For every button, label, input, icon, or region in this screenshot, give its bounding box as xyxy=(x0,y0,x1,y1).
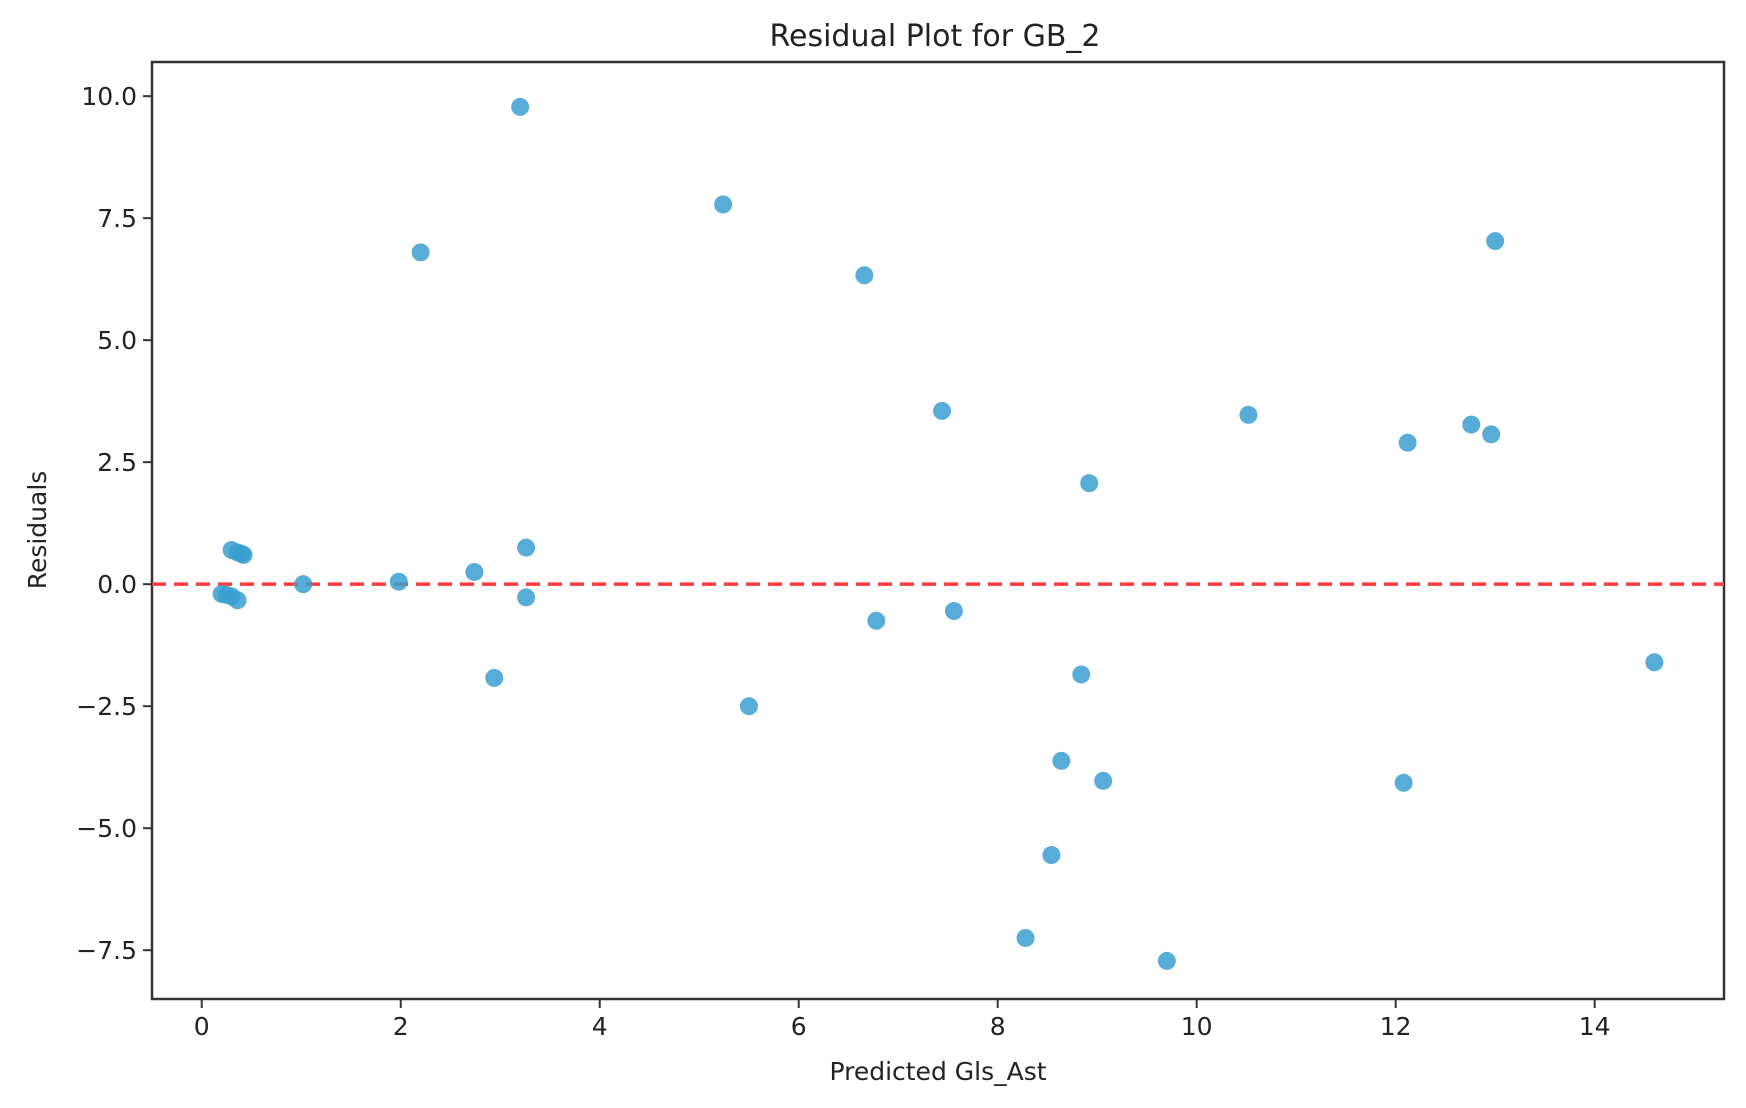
data-point xyxy=(1042,846,1061,865)
data-point xyxy=(511,97,530,116)
y-tick-label: 0.0 xyxy=(97,570,137,599)
x-axis-label: Predicted Gls_Ast xyxy=(829,1057,1046,1086)
data-point xyxy=(1462,415,1481,434)
x-tick-label: 0 xyxy=(194,1012,210,1041)
data-point xyxy=(294,575,313,594)
y-tick-label: 7.5 xyxy=(97,204,137,233)
data-point xyxy=(855,266,874,285)
x-tick-label: 14 xyxy=(1579,1012,1611,1041)
y-tick-label: −5.0 xyxy=(76,814,137,843)
data-point xyxy=(1239,405,1258,424)
y-tick-label: 5.0 xyxy=(97,326,137,355)
data-point xyxy=(517,588,536,607)
data-point xyxy=(944,602,963,621)
x-tick-label: 10 xyxy=(1181,1012,1213,1041)
x-tick-label: 6 xyxy=(791,1012,807,1041)
x-tick-label: 2 xyxy=(393,1012,409,1041)
y-tick-label: −7.5 xyxy=(76,936,137,965)
data-point xyxy=(1482,425,1501,444)
data-point xyxy=(1394,773,1413,792)
plot-area xyxy=(150,60,1726,1001)
y-axis-label: Residuals xyxy=(23,471,52,590)
data-point xyxy=(517,538,536,557)
x-tick-label: 4 xyxy=(592,1012,608,1041)
chart-title: Residual Plot for GB_2 xyxy=(769,19,1100,54)
x-axis-ticks: 0 2 4 6 8 10 12 14 xyxy=(194,999,1611,1041)
data-point xyxy=(1645,653,1664,672)
data-point xyxy=(867,611,886,630)
y-tick-label: 10.0 xyxy=(81,82,137,111)
data-point xyxy=(739,697,758,716)
data-point xyxy=(714,195,733,214)
data-point xyxy=(1072,665,1091,684)
y-axis-ticks: −7.5 −5.0 −2.5 0.0 2.5 5.0 7.5 10.0 xyxy=(76,82,152,965)
data-point xyxy=(485,668,504,687)
y-tick-label: −2.5 xyxy=(76,692,137,721)
data-point xyxy=(389,572,408,591)
scatter-points xyxy=(212,97,1664,970)
data-point xyxy=(1157,951,1176,970)
data-point xyxy=(1016,928,1035,947)
data-point xyxy=(465,562,484,581)
data-point xyxy=(1486,232,1505,251)
data-point xyxy=(222,587,241,606)
x-tick-label: 12 xyxy=(1380,1012,1412,1041)
data-point xyxy=(932,401,951,420)
y-tick-label: 2.5 xyxy=(97,448,137,477)
data-point xyxy=(1080,474,1099,493)
data-point xyxy=(1094,771,1113,790)
data-point xyxy=(411,243,430,262)
data-point xyxy=(1398,433,1417,452)
data-point xyxy=(234,545,253,564)
x-tick-label: 8 xyxy=(990,1012,1006,1041)
data-point xyxy=(1052,751,1071,770)
